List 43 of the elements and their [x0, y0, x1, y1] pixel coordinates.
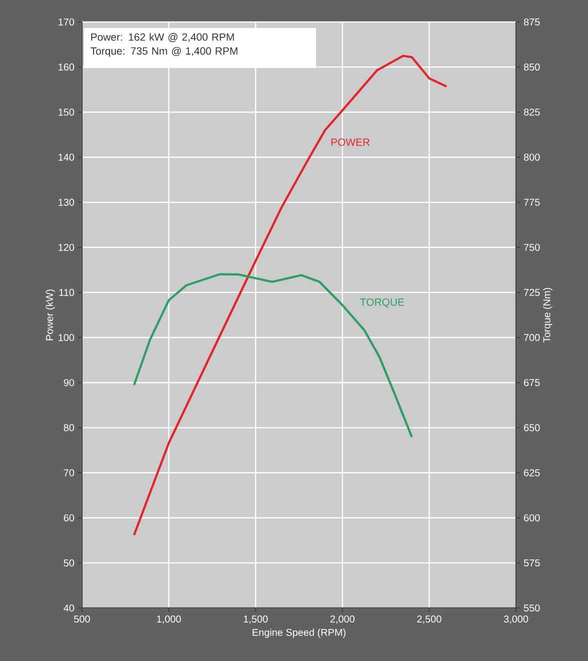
annotation: Torque: 735 Nm @ 1,400 RPM: [90, 47, 238, 57]
y2-tick-label: 825: [524, 108, 540, 116]
y-tick-label: 100: [58, 334, 74, 342]
y-tick-label: 80: [64, 424, 74, 432]
y2-tick-label: 625: [524, 469, 540, 476]
y-tick-label: 40: [64, 604, 74, 612]
y2-tick-label: 650: [524, 424, 540, 432]
y2-tick-label: 575: [524, 559, 540, 566]
line-series: [132, 273, 413, 438]
y2-tick-label: 550: [524, 604, 540, 612]
y-tick-label: 50: [64, 559, 74, 566]
y-tick-label: 60: [64, 514, 74, 522]
y2-tick-label: 800: [524, 154, 540, 161]
series-label: TORQUE: [360, 298, 404, 308]
line-series: [132, 54, 448, 536]
annotation: Power: 162 kW @ 2,400 RPM: [91, 33, 234, 42]
y2-tick-label: 850: [524, 64, 540, 71]
y-axis-title: Power (kW): [46, 290, 56, 340]
y-tick-label: 130: [58, 198, 74, 206]
x-tick-label: 2,000: [330, 616, 354, 624]
y-tick-label: 140: [58, 154, 74, 161]
y2-tick-label: 600: [524, 514, 540, 522]
x-tick-label: 500: [74, 616, 90, 623]
y2-tick-label: 700: [524, 334, 540, 342]
x-axis-title: Engine Speed (RPM): [252, 628, 346, 638]
y-tick-label: 120: [58, 244, 74, 251]
y-tick-label: 160: [58, 64, 74, 71]
series-label: POWER: [331, 138, 370, 146]
y2-tick-label: 725: [524, 288, 540, 296]
x-tick-label: 3,000: [504, 616, 528, 624]
x-tick-label: 2,500: [417, 616, 442, 624]
y2-tick-label: 675: [524, 379, 540, 386]
x-tick-label: 1,000: [157, 616, 181, 624]
y-tick-label: 70: [64, 469, 74, 476]
y2-tick-label: 875: [524, 18, 540, 26]
x-tick-label: 1,500: [244, 616, 268, 624]
y2-axis-title: Torque (Nm): [542, 288, 552, 342]
y-tick-label: 170: [58, 18, 74, 26]
y-tick-label: 90: [64, 379, 74, 386]
y2-tick-label: 750: [524, 244, 540, 251]
y-tick-label: 150: [58, 108, 74, 116]
y-tick-label: 110: [59, 288, 74, 296]
y2-tick-label: 775: [524, 198, 540, 206]
